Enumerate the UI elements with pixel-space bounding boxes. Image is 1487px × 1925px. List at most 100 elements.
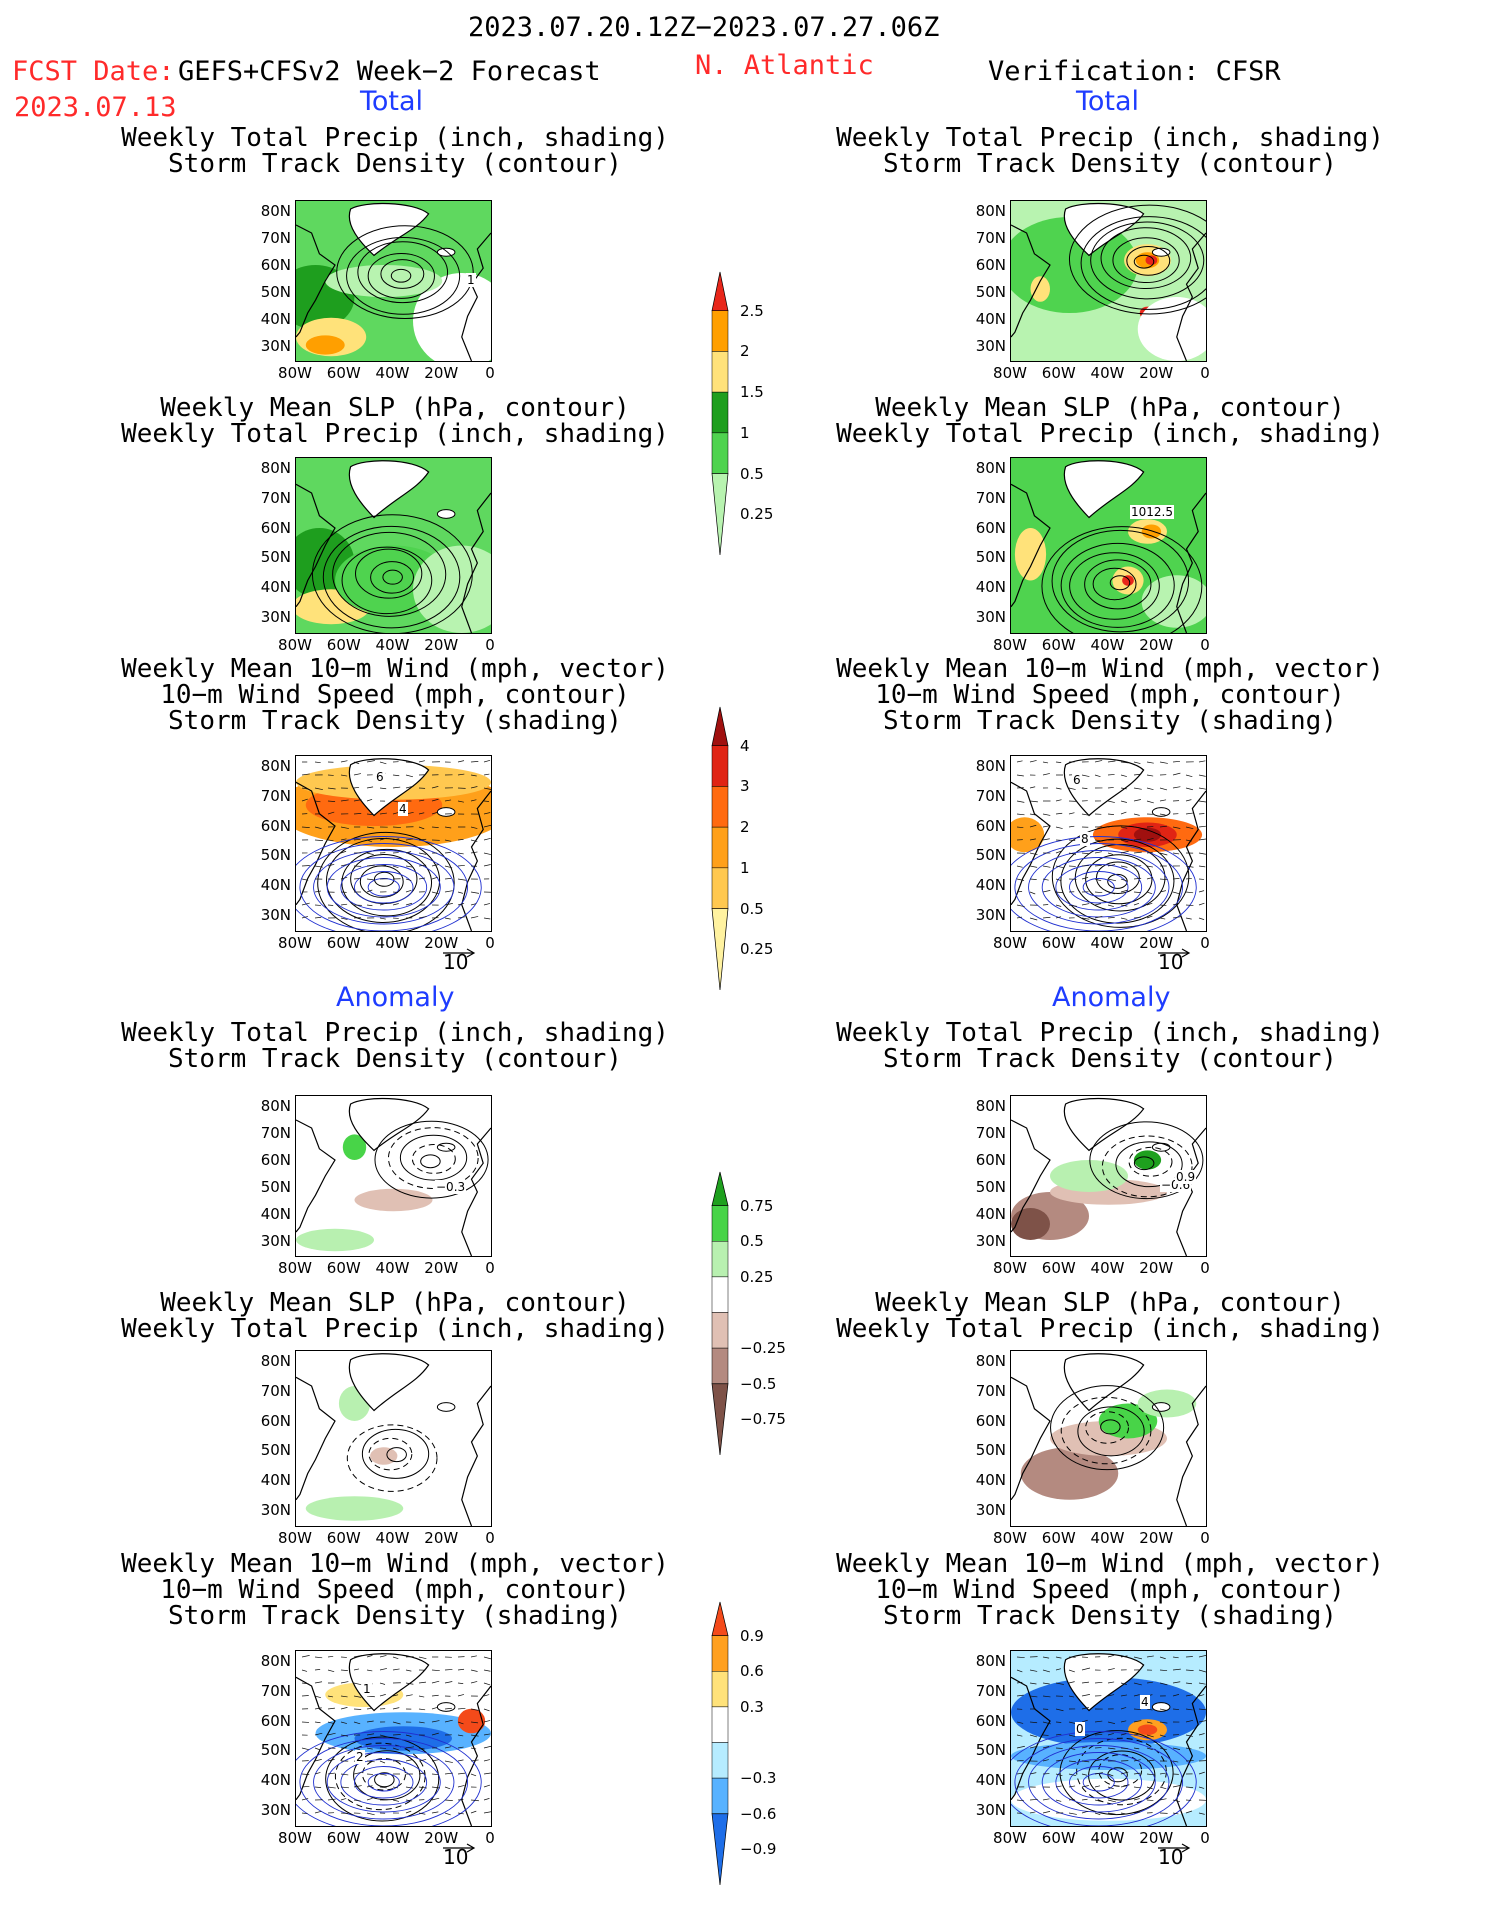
contour-value-label: −0.3: [435, 1180, 467, 1194]
colorbar-tick-label: 0.5: [740, 899, 764, 918]
wind-track-title-line: Weekly Mean 10−m Wind (mph, vector): [121, 654, 669, 684]
lon-tick-label: 80W: [993, 636, 1027, 654]
lat-tick-label: 50N: [975, 1741, 1006, 1760]
lat-tick-label: 40N: [260, 578, 291, 597]
lon-tick-label: 80W: [278, 636, 312, 654]
colorbar-track-anom: [711, 1601, 729, 1886]
lon-tick-label: 80W: [993, 1529, 1027, 1547]
colorbar-precip-anom: [711, 1171, 729, 1456]
lat-tick-label: 60N: [975, 1711, 1006, 1730]
fcst-precip-track-total-map: [295, 200, 492, 362]
colorbar-tick-label: 0.25: [740, 505, 774, 524]
wind-track-title-line: Weekly Mean 10−m Wind (mph, vector): [836, 654, 1384, 684]
lat-tick-label: 60N: [260, 1411, 291, 1430]
lat-tick-label: 40N: [975, 1771, 1006, 1790]
contour-value-label: 4: [398, 802, 408, 816]
slp-precip-title-line: Weekly Total Precip (inch, shading): [121, 1314, 669, 1344]
lat-tick-label: 50N: [260, 283, 291, 302]
lon-tick-label: 20W: [1139, 364, 1174, 382]
lon-tick-label: 0: [485, 636, 495, 654]
verif-wind-track-anom-map: [1010, 1650, 1207, 1827]
lat-tick-label: 30N: [260, 906, 291, 925]
precip-track-title-line: Weekly Total Precip (inch, shading): [836, 123, 1384, 153]
lon-tick-label: 80W: [278, 1829, 312, 1847]
lon-tick-label: 40W: [375, 636, 410, 654]
contour-value-label: 6: [375, 770, 385, 784]
vector-reference-arrow: [1158, 948, 1191, 958]
lat-tick-label: 80N: [260, 1652, 291, 1670]
precip-track-title-line: Weekly Total Precip (inch, shading): [836, 1018, 1384, 1048]
lon-tick-label: 20W: [424, 1259, 459, 1277]
precip-track-title-line: Storm Track Density (contour): [883, 1044, 1337, 1074]
colorbar-tick-label: −0.3: [740, 1769, 777, 1788]
lat-tick-label: 80N: [975, 1652, 1006, 1670]
lat-tick-label: 40N: [975, 310, 1006, 329]
colorbar-precip-total: [711, 271, 729, 556]
lon-tick-label: 60W: [326, 1829, 361, 1847]
lat-tick-label: 60N: [975, 816, 1006, 835]
lon-tick-label: 0: [485, 364, 495, 382]
lon-tick-label: 40W: [375, 1829, 410, 1847]
lat-tick-label: 30N: [260, 1232, 291, 1251]
lat-tick-label: 60N: [260, 1151, 291, 1170]
lat-tick-label: 30N: [260, 1801, 291, 1820]
section-anomaly-left: Anomaly: [336, 982, 455, 1013]
vector-reference-arrow: [1158, 1843, 1191, 1853]
lat-tick-label: 80N: [260, 202, 291, 220]
wind-track-title-line: 10−m Wind Speed (mph, contour): [875, 680, 1345, 710]
fcst-date: 2023.07.13: [14, 92, 177, 123]
precip-track-title-line: Storm Track Density (contour): [168, 149, 622, 179]
lat-tick-label: 60N: [975, 1151, 1006, 1170]
colorbar-tick-label: −0.9: [740, 1840, 777, 1859]
lon-tick-label: 40W: [1090, 1829, 1125, 1847]
colorbar-tick-label: 1: [740, 858, 750, 877]
lon-tick-label: 20W: [424, 364, 459, 382]
lat-tick-label: 70N: [975, 488, 1006, 507]
lon-tick-label: 40W: [1090, 1259, 1125, 1277]
lat-tick-label: 80N: [260, 1352, 291, 1370]
colorbar-tick-label: 4: [740, 736, 750, 755]
lat-tick-label: 50N: [975, 846, 1006, 865]
wind-track-title-line: 10−m Wind Speed (mph, contour): [160, 680, 630, 710]
lat-tick-label: 40N: [260, 1771, 291, 1790]
lat-tick-label: 50N: [975, 1441, 1006, 1460]
lat-tick-label: 70N: [975, 1124, 1006, 1143]
slp-precip-title-line: Weekly Total Precip (inch, shading): [121, 419, 669, 449]
lat-tick-label: 30N: [260, 1501, 291, 1520]
lat-tick-label: 60N: [975, 518, 1006, 537]
lon-tick-label: 60W: [326, 364, 361, 382]
lon-tick-label: 60W: [1041, 934, 1076, 952]
wind-track-title-line: Storm Track Density (shading): [168, 1601, 622, 1631]
lat-tick-label: 30N: [975, 1501, 1006, 1520]
lat-tick-label: 50N: [260, 548, 291, 567]
colorbar-tick-label: 1.5: [740, 383, 764, 402]
colorbar-tick-label: −0.5: [740, 1374, 777, 1393]
lat-tick-label: 80N: [975, 757, 1006, 775]
wind-track-title-line: 10−m Wind Speed (mph, contour): [875, 1575, 1345, 1605]
lat-tick-label: 70N: [260, 229, 291, 248]
lon-tick-label: 20W: [1139, 1529, 1174, 1547]
lon-tick-label: 40W: [375, 934, 410, 952]
contour-value-label: 1012.5: [1130, 505, 1174, 519]
colorbar-track-total: [711, 706, 729, 991]
precip-track-title-line: Storm Track Density (contour): [168, 1044, 622, 1074]
lon-tick-label: 80W: [993, 364, 1027, 382]
lon-tick-label: 0: [485, 934, 495, 952]
verif-precip-track-anom-map: [1010, 1095, 1207, 1257]
colorbar-tick-label: 3: [740, 777, 750, 796]
fcst-slp-precip-total-map: [295, 457, 492, 634]
lat-tick-label: 30N: [975, 1801, 1006, 1820]
slp-precip-title-line: Weekly Mean SLP (hPa, contour): [160, 393, 630, 423]
colorbar-tick-label: −0.75: [740, 1410, 786, 1429]
lat-tick-label: 70N: [975, 229, 1006, 248]
vector-reference-arrow: [443, 948, 476, 958]
lat-tick-label: 60N: [260, 1711, 291, 1730]
lat-tick-label: 50N: [260, 1741, 291, 1760]
section-total-left: Total: [360, 86, 424, 117]
fcst-wind-track-anom-map: [295, 1650, 492, 1827]
lon-tick-label: 0: [1200, 364, 1210, 382]
lon-tick-label: 20W: [1139, 934, 1174, 952]
lon-tick-label: 40W: [375, 364, 410, 382]
fcst-wind-track-total-map: [295, 755, 492, 932]
lat-tick-label: 50N: [975, 283, 1006, 302]
